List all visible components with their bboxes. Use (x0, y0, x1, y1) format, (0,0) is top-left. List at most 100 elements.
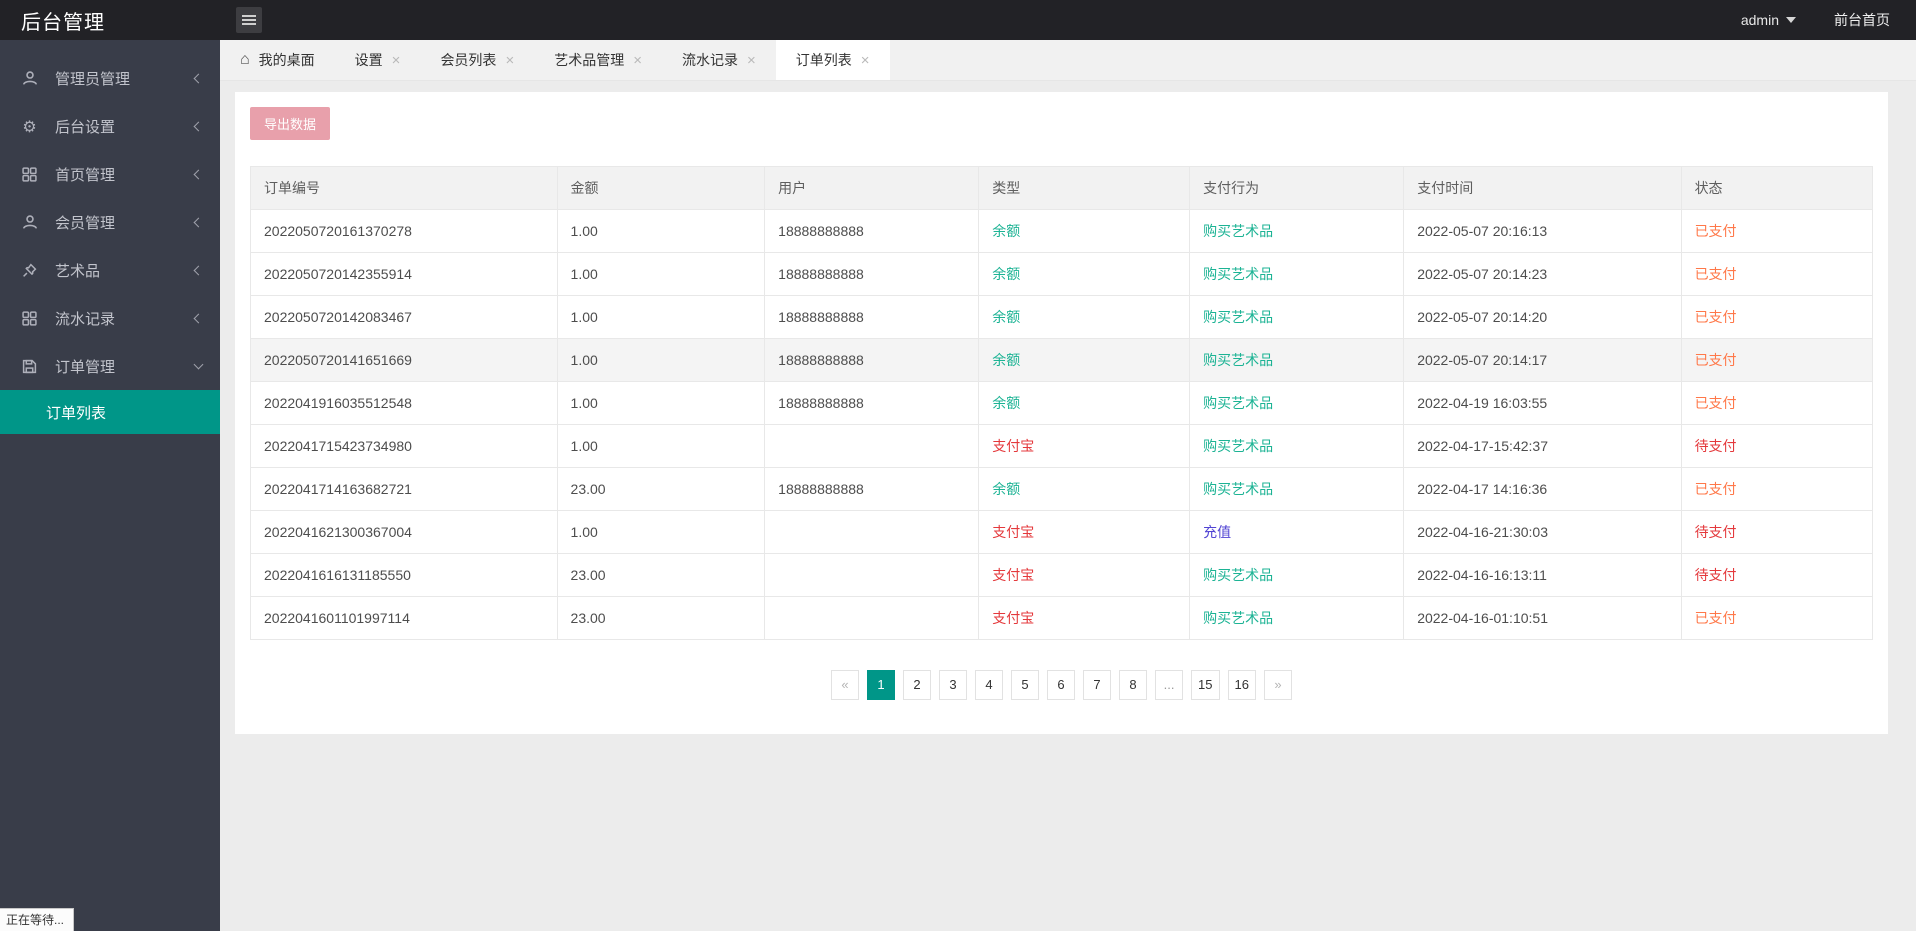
tab-label: 我的桌面 (258, 52, 315, 68)
type-link[interactable]: 支付宝 (992, 524, 1035, 540)
page-button-1[interactable]: 1 (867, 670, 896, 700)
sidebar-item-label: 管理员管理 (55, 70, 131, 88)
status-badge: 已支付 (1694, 610, 1737, 626)
close-icon[interactable]: × (391, 51, 401, 69)
sidebar-item-4[interactable]: 会员管理 (0, 198, 220, 246)
cell-order-no: 2022041601101997114 (250, 596, 558, 640)
page-button-16[interactable]: 16 (1227, 670, 1256, 700)
table-row: 2022041601101997114 23.00 支付宝 购买艺术品 2022-04-… (250, 596, 1874, 640)
table-header-row: 订单编号 金额 用户 类型 支付行为 支付时间 状态 (250, 166, 1874, 210)
grid-icon (21, 310, 38, 327)
cell-type: 支付宝 (978, 596, 1191, 640)
cell-type: 余额 (978, 209, 1191, 253)
next-page-button[interactable]: » (1263, 670, 1292, 700)
tab-6[interactable]: 订单列表 × (775, 40, 890, 80)
pay-action-link[interactable]: 购买艺术品 (1203, 266, 1274, 282)
type-link[interactable]: 余额 (992, 395, 1021, 411)
type-link[interactable]: 余额 (992, 352, 1021, 368)
cell-amount: 1.00 (556, 510, 766, 554)
cell-amount: 1.00 (556, 252, 766, 296)
cell-amount: 23.00 (556, 467, 766, 511)
status-badge: 待支付 (1694, 438, 1737, 454)
close-icon[interactable]: × (860, 51, 870, 69)
pay-action-link[interactable]: 购买艺术品 (1203, 309, 1274, 325)
export-data-button[interactable]: 导出数据 (250, 107, 331, 140)
cell-pay-time: 2022-05-07 20:14:17 (1403, 338, 1682, 382)
sidebar-item-7[interactable]: 订单管理 (0, 342, 220, 390)
type-link[interactable]: 余额 (992, 266, 1021, 282)
tab-4[interactable]: 艺术品管理 × (534, 40, 662, 80)
table-row: 2022041621300367004 1.00 支付宝 充值 2022-04-16-2… (250, 510, 1874, 554)
tab-1[interactable]: ⌂ 我的桌面 (220, 40, 335, 80)
page-button-7[interactable]: 7 (1083, 670, 1112, 700)
cell-user (764, 424, 980, 468)
sidebar-item-5[interactable]: 艺术品 (0, 246, 220, 294)
front-site-link[interactable]: 前台首页 (1834, 12, 1890, 28)
tab-3[interactable]: 会员列表 × (420, 40, 534, 80)
tab-2[interactable]: 设置 × (335, 40, 421, 80)
type-link[interactable]: 余额 (992, 223, 1021, 239)
page-button-15[interactable]: 15 (1191, 670, 1220, 700)
sidebar-item-6[interactable]: 流水记录 (0, 294, 220, 342)
page-button-2[interactable]: 2 (903, 670, 932, 700)
page-button-5[interactable]: 5 (1011, 670, 1040, 700)
type-link[interactable]: 余额 (992, 309, 1021, 325)
cell-amount: 1.00 (556, 209, 766, 253)
type-link[interactable]: 支付宝 (992, 610, 1035, 626)
table-row: 2022041714163682721 23.00 18888888888 余额 购买艺… (250, 467, 1874, 511)
tab-5[interactable]: 流水记录 × (662, 40, 776, 80)
cell-order-no: 2022041621300367004 (250, 510, 558, 554)
cell-amount: 1.00 (556, 424, 766, 468)
cell-pay-action: 购买艺术品 (1189, 381, 1405, 425)
cell-order-no: 2022050720142355914 (250, 252, 558, 296)
column-header: 用户 (764, 166, 980, 210)
cell-order-no: 2022041916035512548 (250, 381, 558, 425)
sidebar-toggle-button[interactable] (236, 7, 262, 33)
type-link[interactable]: 支付宝 (992, 438, 1035, 454)
cell-user: 18888888888 (764, 252, 980, 296)
pay-action-link[interactable]: 购买艺术品 (1203, 352, 1274, 368)
sidebar-item-1[interactable]: 管理员管理 (0, 54, 220, 102)
tab-label: 艺术品管理 (554, 52, 625, 68)
user-icon (21, 214, 38, 231)
home-icon: ⌂ (240, 51, 250, 68)
cell-order-no: 2022050720161370278 (250, 209, 558, 253)
cell-amount: 1.00 (556, 338, 766, 382)
pay-action-link[interactable]: 购买艺术品 (1203, 481, 1274, 497)
cell-user: 18888888888 (764, 467, 980, 511)
cell-user: 18888888888 (764, 381, 980, 425)
close-icon[interactable]: × (505, 51, 515, 69)
pay-action-link[interactable]: 购买艺术品 (1203, 438, 1274, 454)
sidebar-item-2[interactable]: ⚙ 后台设置 (0, 102, 220, 150)
type-link[interactable]: 支付宝 (992, 567, 1035, 583)
table-row: 2022050720141651669 1.00 18888888888 余额 购买艺术… (250, 338, 1874, 382)
close-icon[interactable]: × (633, 51, 642, 69)
pay-action-link[interactable]: 充值 (1203, 524, 1232, 540)
user-menu[interactable]: admin (1741, 12, 1796, 28)
sidebar-item-3[interactable]: 首页管理 (0, 150, 220, 198)
page-button-8[interactable]: 8 (1119, 670, 1148, 700)
cell-user (764, 596, 980, 640)
prev-page-button[interactable]: « (831, 670, 860, 700)
cell-pay-action: 充值 (1189, 510, 1405, 554)
cell-order-no: 2022050720141651669 (250, 338, 558, 382)
page-button-3[interactable]: 3 (939, 670, 968, 700)
cell-pay-time: 2022-05-07 20:14:23 (1403, 252, 1682, 296)
column-header: 支付行为 (1189, 166, 1405, 210)
pay-action-link[interactable]: 购买艺术品 (1203, 395, 1274, 411)
sidebar-item-label: 艺术品 (55, 262, 101, 280)
pay-action-link[interactable]: 购买艺术品 (1203, 223, 1274, 239)
pay-action-link[interactable]: 购买艺术品 (1203, 567, 1274, 583)
page-button-4[interactable]: 4 (975, 670, 1004, 700)
close-icon[interactable]: × (746, 51, 756, 69)
type-link[interactable]: 余额 (992, 481, 1021, 497)
content-card: 导出数据 订单编号 金额 用户 类型 支付行为 支付时间 状态 20220507201613… (235, 92, 1888, 734)
pay-action-link[interactable]: 购买艺术品 (1203, 610, 1274, 626)
browser-status-text: 正在等待... (0, 908, 75, 931)
cell-pay-action: 购买艺术品 (1189, 295, 1405, 339)
cell-pay-time: 2022-04-16-16:13:11 (1403, 553, 1682, 597)
page-button-6[interactable]: 6 (1047, 670, 1076, 700)
sidebar-subitem-order-list[interactable]: 订单列表 (0, 390, 220, 434)
table-body: 2022050720161370278 1.00 18888888888 余额 购买艺术… (250, 209, 1874, 640)
status-badge: 已支付 (1694, 352, 1737, 368)
